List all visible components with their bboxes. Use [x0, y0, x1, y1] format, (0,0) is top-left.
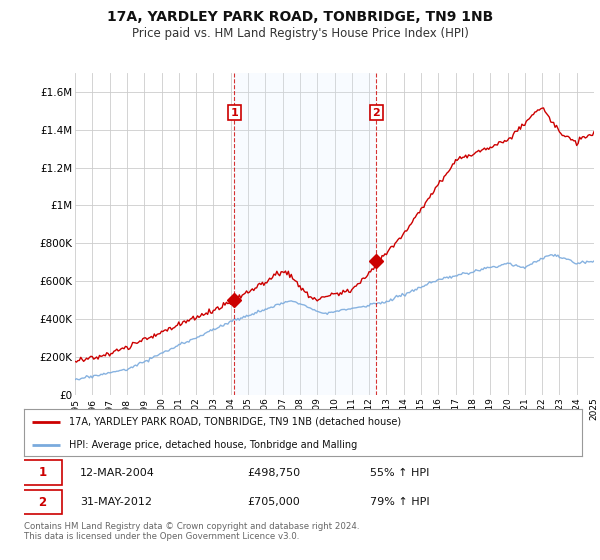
Text: 12-MAR-2004: 12-MAR-2004: [80, 468, 155, 478]
Text: HPI: Average price, detached house, Tonbridge and Malling: HPI: Average price, detached house, Tonb…: [68, 440, 357, 450]
Text: 17A, YARDLEY PARK ROAD, TONBRIDGE, TN9 1NB (detached house): 17A, YARDLEY PARK ROAD, TONBRIDGE, TN9 1…: [68, 417, 401, 427]
Text: 1: 1: [230, 108, 238, 118]
Text: 2: 2: [38, 496, 46, 508]
Text: 2: 2: [373, 108, 380, 118]
Text: Contains HM Land Registry data © Crown copyright and database right 2024.
This d: Contains HM Land Registry data © Crown c…: [24, 522, 359, 542]
Bar: [234, 73, 376, 395]
Text: 55% ↑ HPI: 55% ↑ HPI: [370, 468, 430, 478]
Text: 79% ↑ HPI: 79% ↑ HPI: [370, 497, 430, 507]
Text: 17A, YARDLEY PARK ROAD, TONBRIDGE, TN9 1NB: 17A, YARDLEY PARK ROAD, TONBRIDGE, TN9 1…: [107, 10, 493, 24]
Text: 1: 1: [38, 466, 46, 479]
Text: Price paid vs. HM Land Registry's House Price Index (HPI): Price paid vs. HM Land Registry's House …: [131, 27, 469, 40]
FancyBboxPatch shape: [23, 460, 62, 485]
Text: £498,750: £498,750: [247, 468, 301, 478]
Text: £705,000: £705,000: [247, 497, 300, 507]
FancyBboxPatch shape: [23, 490, 62, 515]
Text: 31-MAY-2012: 31-MAY-2012: [80, 497, 152, 507]
